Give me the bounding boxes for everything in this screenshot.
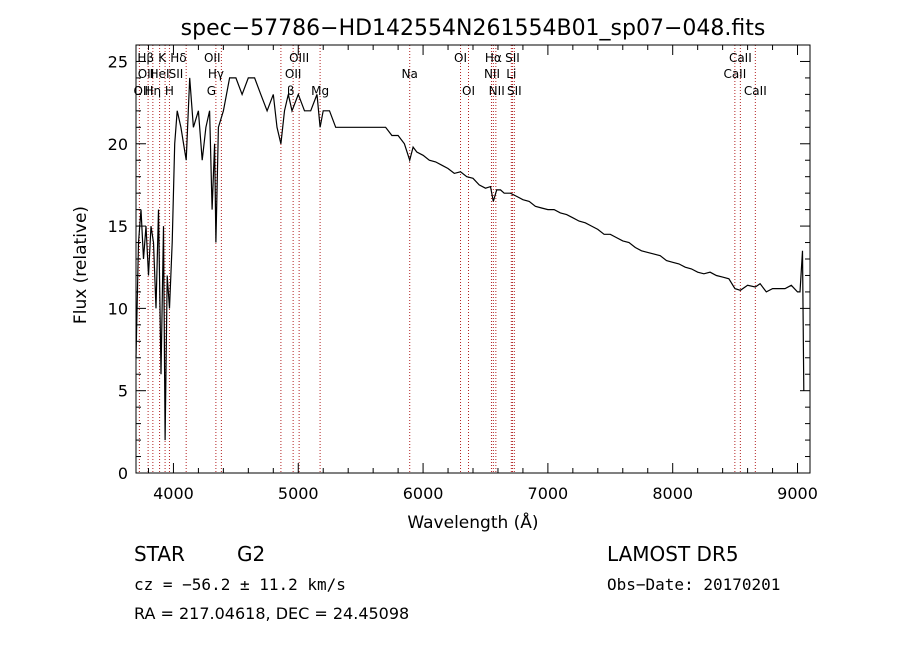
spectral-line-label: Hδ — [170, 51, 186, 65]
spectral-line-label: SII — [169, 67, 184, 81]
plot-frame — [135, 44, 811, 474]
y-tick-label: 20 — [108, 135, 128, 154]
spectrum-series-line — [135, 77, 805, 441]
spectral-line-label: β — [287, 84, 295, 98]
spectral-line-label: OII — [138, 67, 155, 81]
spectral-line-label: OII — [204, 51, 221, 65]
spectral-line-label: OI — [454, 51, 467, 65]
redshift-text: cz = −56.2 ± 11.2 km/s — [134, 575, 346, 594]
survey-name: LAMOST DR5 — [607, 542, 739, 566]
spectral-line-label: CaII — [723, 67, 746, 81]
spectral-line-label: Hα — [485, 51, 502, 65]
x-tick-label: 6000 — [403, 484, 444, 503]
y-tick-label: 25 — [108, 52, 128, 71]
y-tick-label: 10 — [108, 299, 128, 318]
spectral-line-label: OIII — [289, 51, 309, 65]
spectral-line-label: Hγ — [208, 67, 224, 81]
spectral-line-markers — [138, 45, 756, 473]
spectral-line-label: Hβ — [137, 51, 154, 65]
spectral-line-label: G — [207, 84, 216, 98]
spectral-line-label: HeI — [150, 67, 170, 81]
y-tick-label: 15 — [108, 217, 128, 236]
x-tick-label: 7000 — [528, 484, 569, 503]
obs-date: Obs−Date: 20170201 — [607, 575, 780, 594]
spectral-line-label: Hη — [145, 84, 162, 98]
spectral-line-label: SII — [505, 51, 520, 65]
y-tick-label: 0 — [118, 464, 128, 483]
spectral-line-label: NII — [484, 67, 500, 81]
x-tick-label: 5000 — [278, 484, 319, 503]
spectral-line-label: SII — [507, 84, 522, 98]
object-subclass: G2 — [237, 542, 265, 566]
x-tick-label: 8000 — [652, 484, 693, 503]
spectral-line-label: OII — [285, 67, 302, 81]
spectral-line-label: CaII — [744, 84, 767, 98]
spectral-line-label: Li — [506, 67, 516, 81]
spectral-line-label: Na — [402, 67, 418, 81]
x-tick-label: 4000 — [153, 484, 194, 503]
spectral-line-label: Mg — [311, 84, 329, 98]
spectral-line-label: K — [158, 51, 167, 65]
spectral-line-label: H — [165, 84, 174, 98]
spectral-line-label: NII — [489, 84, 505, 98]
x-tick-label: 9000 — [777, 484, 818, 503]
x-axis-label: Wavelength (Å) — [407, 511, 538, 533]
y-axis-ticks: 0 5 10 15 20 25 — [108, 44, 810, 483]
spectral-line-label: OI — [462, 84, 475, 98]
y-axis-label: Flux (relative) — [71, 206, 91, 324]
object-class: STAR — [134, 542, 185, 566]
y-tick-label: 5 — [118, 382, 128, 401]
coordinates: RA = 217.04618, DEC = 24.45098 — [134, 604, 409, 623]
x-axis-ticks: 4000 5000 6000 7000 8000 9000 — [147, 45, 818, 503]
spectral-line-label: CaII — [729, 51, 752, 65]
chart-title: spec−57786−HD142554N261554B01_sp07−048.f… — [181, 16, 766, 41]
